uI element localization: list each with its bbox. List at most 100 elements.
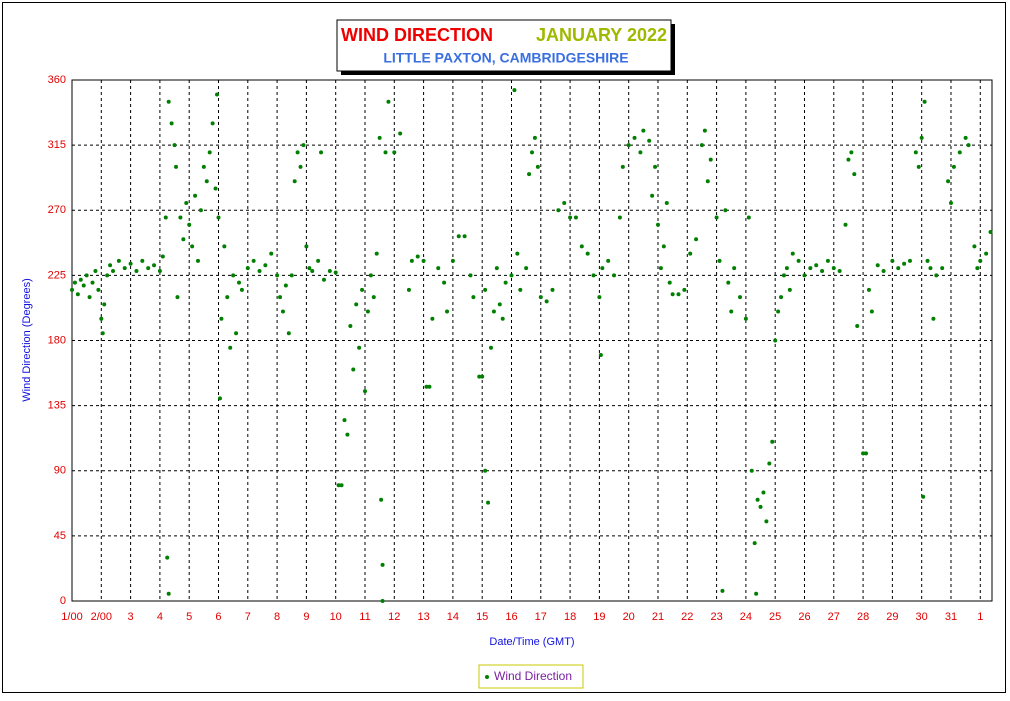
data-point [436,266,441,271]
data-point [861,451,866,456]
data-point [881,269,886,274]
data-point [450,258,455,263]
data-point [169,121,174,126]
data-point [263,263,268,268]
data-point [108,263,113,268]
x-tick-label: 10 [330,611,342,623]
data-point [738,295,743,300]
data-point [544,299,549,304]
data-point [72,280,77,285]
y-tick-label: 270 [48,204,66,216]
data-point [427,384,432,389]
y-tick-label: 315 [48,139,66,151]
data-point [342,418,347,423]
data-point [99,316,104,321]
data-point [239,287,244,292]
data-point [948,201,953,206]
x-tick-label: 20 [623,611,635,623]
data-point [319,150,324,155]
data-point [494,266,499,271]
data-point [776,309,781,314]
data-point [787,287,792,292]
data-point [705,179,710,184]
data-point [193,193,198,198]
data-point [820,269,825,274]
data-point [165,555,170,560]
data-point [746,215,751,220]
data-point [336,483,341,488]
data-point [512,88,517,93]
x-tick-label: 9 [303,611,309,623]
data-point [647,138,652,143]
legend-marker [485,675,489,679]
x-tick-label: 23 [710,611,722,623]
chart-subtitle: LITTLE PAXTON, CAMBRIDGESHIRE [383,50,628,66]
data-point [658,266,663,271]
x-tick-label: 1/00 [61,611,82,623]
data-point [682,287,687,292]
data-point [152,263,157,268]
data-point [228,345,233,350]
data-point [796,258,801,263]
data-point [289,273,294,278]
data-point [963,135,968,140]
data-point [922,99,927,104]
data-point [723,208,728,213]
data-point [75,292,80,297]
data-point [163,215,168,220]
data-point [488,345,493,350]
data-point [916,164,921,169]
data-point [406,287,411,292]
data-point [866,287,871,292]
data-point [802,273,807,278]
data-point [245,266,250,271]
data-point [462,234,467,239]
data-point [327,269,332,274]
y-tick-label: 225 [48,269,66,281]
data-point [714,215,719,220]
data-point [597,295,602,300]
data-point [620,164,625,169]
data-point [231,273,236,278]
x-tick-label: 5 [186,611,192,623]
data-point [333,270,338,275]
data-point [84,273,89,278]
data-point [984,251,989,256]
data-point [345,432,350,437]
legend-box [478,664,584,689]
data-point [632,135,637,140]
data-point [535,164,540,169]
data-point [902,261,907,266]
data-point [234,331,239,336]
data-point [301,143,306,148]
data-point [181,237,186,242]
data-point [178,215,183,220]
data-point [612,273,617,278]
data-point [307,266,312,271]
data-point [146,266,151,271]
data-point [295,150,300,155]
x-tick-label: 6 [215,611,221,623]
data-point [758,504,763,509]
y-tick-label: 45 [54,530,66,542]
data-point [222,244,227,249]
data-point [134,269,139,274]
data-point [445,309,450,314]
data-point [392,150,397,155]
data-point [749,468,754,473]
data-point [477,374,482,379]
data-point [321,277,326,282]
data-point [921,494,926,499]
data-point [348,324,353,329]
x-tick-label: 26 [798,611,810,623]
data-point [538,295,543,300]
x-tick-label: 14 [447,611,459,623]
data-point [207,150,212,155]
data-point [174,164,179,169]
data-point [790,251,795,256]
data-point [972,244,977,249]
data-point [931,316,936,321]
data-point [726,280,731,285]
data-point [650,193,655,198]
data-point [978,258,983,263]
